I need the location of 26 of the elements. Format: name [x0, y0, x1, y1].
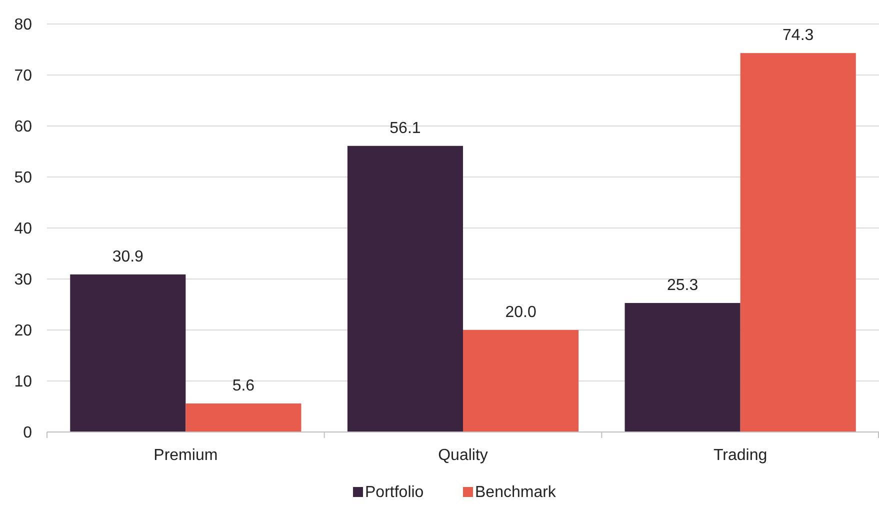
data-label: 56.1	[390, 120, 421, 137]
y-tick-label: 0	[23, 424, 32, 442]
legend-label: Benchmark	[475, 484, 557, 501]
y-tick-label: 80	[14, 16, 32, 34]
y-tick-label: 30	[14, 272, 32, 289]
bar	[624, 302, 740, 432]
x-tick-label: Quality	[438, 447, 488, 464]
legend-label: Portfolio	[365, 484, 424, 501]
bar	[740, 53, 856, 432]
data-label: 30.9	[112, 248, 144, 266]
data-label: 74.3	[782, 27, 814, 44]
y-tick-label: 10	[14, 374, 32, 391]
data-label: 25.3	[666, 276, 698, 294]
x-tick-label: Premium	[154, 447, 218, 464]
bar	[347, 146, 463, 432]
bar	[70, 274, 186, 432]
y-tick-label: 40	[14, 220, 32, 238]
y-tick-label: 70	[14, 68, 32, 85]
y-tick-label: 20	[14, 322, 32, 340]
y-tick-label: 50	[14, 170, 32, 187]
bar	[186, 403, 302, 432]
data-label: 20.0	[505, 304, 536, 321]
x-tick-label: Trading	[714, 447, 768, 464]
y-tick-label: 60	[14, 118, 32, 136]
data-label: 5.6	[232, 377, 255, 394]
bar	[463, 330, 579, 432]
